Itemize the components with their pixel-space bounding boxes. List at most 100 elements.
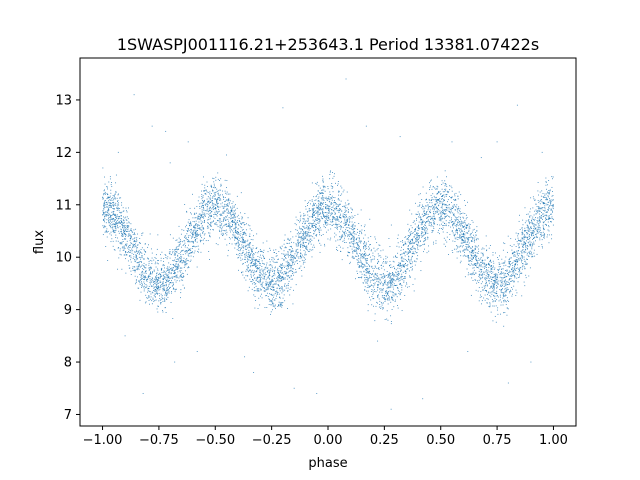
data-point xyxy=(344,202,346,204)
data-point xyxy=(234,231,236,233)
data-point xyxy=(430,215,432,217)
data-point xyxy=(244,253,246,255)
data-point xyxy=(311,256,313,258)
data-point xyxy=(366,282,368,284)
data-point xyxy=(157,288,159,290)
data-point xyxy=(364,274,365,276)
data-point xyxy=(312,208,314,210)
data-point xyxy=(539,220,541,222)
data-point xyxy=(460,242,462,244)
data-point xyxy=(291,241,292,243)
data-point xyxy=(355,255,356,257)
data-point xyxy=(533,214,535,216)
data-point xyxy=(281,277,282,279)
data-point xyxy=(345,211,346,213)
data-point xyxy=(439,200,441,202)
data-point xyxy=(525,236,527,238)
data-point xyxy=(308,201,309,203)
data-point xyxy=(532,243,534,245)
data-point xyxy=(371,304,373,306)
data-point xyxy=(174,291,176,293)
data-point xyxy=(106,203,108,205)
data-point xyxy=(186,263,188,265)
data-point xyxy=(433,215,435,217)
data-point xyxy=(195,217,197,219)
data-point xyxy=(517,233,519,235)
data-point xyxy=(152,278,154,280)
data-point xyxy=(497,284,499,285)
data-point xyxy=(242,217,244,219)
data-point xyxy=(104,204,105,206)
data-point xyxy=(364,241,366,242)
data-point xyxy=(535,217,537,219)
data-point xyxy=(202,201,204,203)
data-point xyxy=(416,232,418,234)
data-point xyxy=(135,254,137,256)
data-point xyxy=(526,213,528,215)
data-point xyxy=(433,226,435,228)
data-point xyxy=(552,219,554,221)
data-point xyxy=(406,265,408,267)
data-point xyxy=(204,214,206,216)
data-point xyxy=(154,296,156,298)
data-point xyxy=(297,242,299,244)
data-point xyxy=(542,216,544,218)
data-point xyxy=(237,228,239,230)
data-point xyxy=(233,207,235,208)
data-point xyxy=(521,266,523,268)
data-point xyxy=(244,224,246,225)
data-point xyxy=(111,238,113,240)
data-point xyxy=(140,258,142,260)
data-point xyxy=(168,279,170,281)
data-point xyxy=(468,237,470,239)
data-point xyxy=(249,256,251,258)
data-point xyxy=(320,205,322,207)
data-point xyxy=(141,247,143,249)
data-point xyxy=(442,225,444,227)
data-point xyxy=(428,220,430,222)
data-point xyxy=(204,193,206,195)
data-point xyxy=(200,223,202,225)
data-point xyxy=(137,276,138,278)
data-point xyxy=(538,201,540,203)
data-point xyxy=(482,253,484,255)
data-point xyxy=(499,263,501,265)
data-point xyxy=(168,284,170,286)
data-point xyxy=(269,286,271,287)
data-point xyxy=(414,278,416,280)
data-point xyxy=(435,212,437,214)
data-point xyxy=(312,214,313,216)
data-point xyxy=(547,195,549,197)
data-point xyxy=(113,232,115,234)
data-point xyxy=(507,308,509,310)
data-point xyxy=(152,292,154,294)
data-point xyxy=(174,279,176,281)
data-point xyxy=(539,200,541,202)
data-point xyxy=(180,261,182,263)
data-point xyxy=(434,207,436,209)
data-point xyxy=(288,264,289,265)
data-point xyxy=(124,234,126,236)
data-point xyxy=(401,289,403,291)
data-point xyxy=(290,266,292,268)
data-point xyxy=(436,200,438,202)
data-point xyxy=(529,211,531,213)
data-point xyxy=(372,270,374,272)
data-point xyxy=(508,266,510,268)
data-point xyxy=(453,199,455,201)
data-point xyxy=(409,276,411,278)
data-point xyxy=(434,204,436,206)
data-point xyxy=(463,221,465,223)
data-point xyxy=(504,300,506,302)
data-point xyxy=(426,217,427,219)
data-point xyxy=(357,213,359,215)
data-point xyxy=(416,226,418,228)
data-point xyxy=(165,276,167,278)
data-point xyxy=(369,271,371,273)
data-point xyxy=(337,184,338,186)
data-point xyxy=(260,279,262,280)
data-point xyxy=(109,199,111,201)
data-point xyxy=(435,196,437,198)
data-point xyxy=(524,263,526,265)
data-point xyxy=(343,215,345,217)
